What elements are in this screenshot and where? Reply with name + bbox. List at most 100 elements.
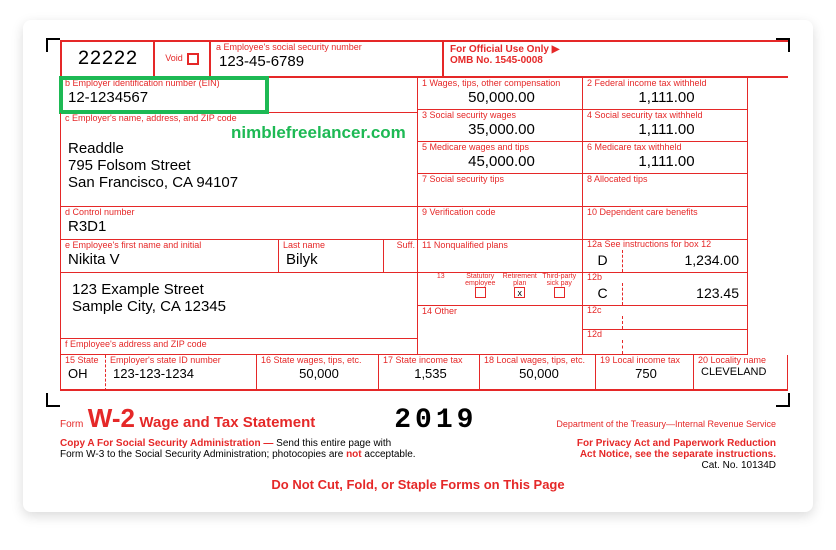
box-d-control: d Control number R3D1 bbox=[60, 207, 418, 240]
box-16-label: 16 State wages, tips, etc. bbox=[261, 356, 374, 366]
ssn-label: a Employee's social security number bbox=[216, 43, 437, 53]
box-5-label: 5 Medicare wages and tips bbox=[422, 143, 578, 153]
box-12a-amount: 1,234.00 bbox=[623, 250, 747, 272]
void-box: Void bbox=[155, 40, 209, 78]
box-12c: 12c bbox=[583, 306, 748, 330]
first-name-label: e Employee's first name and initial bbox=[65, 241, 274, 251]
employer-street: 795 Folsom Street bbox=[65, 157, 413, 174]
ssn-value: 123-45-6789 bbox=[216, 53, 437, 70]
box-12c-code bbox=[583, 316, 623, 329]
main-grid: b Employer identification number (EIN) 1… bbox=[48, 78, 788, 355]
box-12b: 12b C 123.45 bbox=[583, 273, 748, 306]
box-9: 9 Verification code bbox=[418, 207, 583, 240]
box-18-label: 18 Local wages, tips, etc. bbox=[484, 356, 591, 366]
tax-year: 2019 bbox=[394, 405, 477, 436]
sick-pay-label: Third-party sick pay bbox=[541, 273, 579, 287]
box-17: 17 State income tax 1,535 bbox=[378, 355, 479, 391]
box-12a-code: D bbox=[583, 250, 623, 272]
suffix-box: Suff. bbox=[383, 240, 418, 273]
box-12b-label: 12b bbox=[583, 273, 747, 283]
box-17-label: 17 State income tax bbox=[383, 356, 475, 366]
do-not-cut: Do Not Cut, Fold, or Staple Forms on Thi… bbox=[60, 477, 776, 492]
box-4-label: 4 Social security tax withheld bbox=[587, 111, 743, 121]
box-20-label: 20 Locality name bbox=[698, 356, 783, 366]
crop-mark-bl bbox=[46, 393, 60, 407]
box-14: 14 Other bbox=[418, 306, 583, 355]
box-18-value: 50,000 bbox=[484, 366, 591, 381]
box-7: 7 Social security tips bbox=[418, 174, 583, 207]
box-14-label: 14 Other bbox=[422, 307, 578, 317]
box-6-label: 6 Medicare tax withheld bbox=[587, 143, 743, 153]
box-4: 4 Social security tax withheld 1,111.00 bbox=[583, 110, 748, 142]
crop-mark-br bbox=[776, 393, 790, 407]
first-name-box: e Employee's first name and initial Niki… bbox=[60, 240, 278, 273]
crop-mark-tl bbox=[46, 38, 60, 52]
sick-pay-checkbox[interactable] bbox=[554, 287, 565, 298]
box-3: 3 Social security wages 35,000.00 bbox=[418, 110, 583, 142]
box-19-value: 750 bbox=[600, 366, 689, 381]
privacy-text: For Privacy Act and Paperwork Reduction … bbox=[577, 438, 776, 471]
copy-a-text: Copy A For Social Security Administratio… bbox=[60, 438, 416, 471]
dept-text: Department of the Treasury—Internal Reve… bbox=[556, 419, 776, 429]
ret-plan-checkbox[interactable]: x bbox=[514, 287, 525, 298]
box-16-value: 50,000 bbox=[261, 366, 374, 381]
stat-emp-checkbox[interactable] bbox=[475, 287, 486, 298]
form-subtitle: Wage and Tax Statement bbox=[139, 414, 315, 431]
box-5-value: 45,000.00 bbox=[422, 153, 578, 170]
box-3-value: 35,000.00 bbox=[422, 121, 578, 138]
box-12a: 12a See instructions for box 12 D 1,234.… bbox=[583, 240, 748, 273]
copy-a-bold: Copy A For Social Security Administratio… bbox=[60, 438, 273, 449]
official-line1: For Official Use Only ▶ bbox=[450, 44, 782, 55]
box-15-value: OH bbox=[65, 366, 101, 381]
form-prefix: Form bbox=[60, 419, 83, 430]
box-13-num: 13 bbox=[422, 273, 460, 280]
void-checkbox[interactable] bbox=[187, 53, 199, 65]
last-name-label: Last name bbox=[283, 241, 379, 251]
cat-no: Cat. No. 10134D bbox=[702, 460, 777, 471]
box-5: 5 Medicare wages and tips 45,000.00 bbox=[418, 142, 583, 174]
official-use-box: For Official Use Only ▶ OMB No. 1545-000… bbox=[444, 40, 788, 78]
box-12a-label: 12a See instructions for box 12 bbox=[583, 240, 747, 250]
footer-mid: Copy A For Social Security Administratio… bbox=[60, 438, 776, 471]
box-d-value: R3D1 bbox=[65, 218, 413, 235]
form-title: Form W-2 Wage and Tax Statement bbox=[60, 403, 315, 434]
box-19-label: 19 Local income tax bbox=[600, 356, 689, 366]
box-12c-amount bbox=[623, 316, 747, 329]
box-12b-amount: 123.45 bbox=[623, 283, 747, 305]
box-1: 1 Wages, tips, other compensation 50,000… bbox=[418, 78, 583, 110]
box-8-label: 8 Allocated tips bbox=[587, 175, 743, 185]
suffix-label: Suff. bbox=[386, 241, 415, 251]
box-11: 11 Nonqualified plans bbox=[418, 240, 583, 273]
box-12d-amount bbox=[623, 340, 747, 354]
watermark: nimblefreelancer.com bbox=[231, 123, 406, 143]
official-line2: OMB No. 1545-0008 bbox=[450, 55, 782, 66]
last-name-value: Bilyk bbox=[283, 251, 379, 268]
box-15id-value: 123-123-1234 bbox=[110, 366, 252, 381]
box-13: 13 Statutory employee Retirement plan x … bbox=[418, 273, 583, 306]
right-column: 2 Federal income tax withheld 1,111.00 4… bbox=[583, 78, 748, 355]
box-3-label: 3 Social security wages bbox=[422, 111, 578, 121]
box-c-employer: c Employer's name, address, and ZIP code… bbox=[60, 113, 418, 207]
box-20: 20 Locality name CLEVELAND bbox=[693, 355, 788, 391]
box-15-label: 15 State bbox=[65, 356, 101, 366]
employee-address-box: 123 Example Street Sample City, CA 12345 bbox=[60, 273, 418, 339]
box-b-value: 12-1234567 bbox=[65, 89, 413, 106]
box-1-label: 1 Wages, tips, other compensation bbox=[422, 79, 578, 89]
box-2-label: 2 Federal income tax withheld bbox=[587, 79, 743, 89]
form-code: W-2 bbox=[88, 403, 135, 433]
void-label: Void bbox=[165, 54, 183, 64]
box-16: 16 State wages, tips, etc. 50,000 bbox=[256, 355, 378, 391]
box-19: 19 Local income tax 750 bbox=[595, 355, 693, 391]
box-7-label: 7 Social security tips bbox=[422, 175, 578, 185]
employer-city: San Francisco, CA 94107 bbox=[65, 174, 413, 191]
box-1-value: 50,000.00 bbox=[422, 89, 578, 106]
left-column: b Employer identification number (EIN) 1… bbox=[48, 78, 418, 355]
box-e-row: e Employee's first name and initial Niki… bbox=[60, 240, 418, 273]
box-15-id: Employer's state ID number 123-123-1234 bbox=[105, 355, 256, 391]
box-20-value: CLEVELAND bbox=[698, 366, 783, 378]
ret-plan-label: Retirement plan bbox=[501, 273, 539, 287]
box-12d: 12d bbox=[583, 330, 748, 355]
box-d-label: d Control number bbox=[65, 208, 413, 218]
box-12d-label: 12d bbox=[583, 330, 747, 340]
box-b-ein: b Employer identification number (EIN) 1… bbox=[60, 78, 418, 113]
